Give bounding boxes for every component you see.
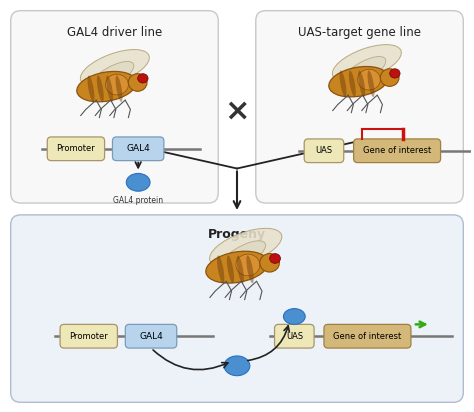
Text: GAL4 driver line: GAL4 driver line (67, 26, 162, 40)
Ellipse shape (106, 74, 128, 95)
Ellipse shape (329, 66, 388, 97)
Text: Gene of interest: Gene of interest (363, 146, 431, 155)
Ellipse shape (332, 44, 401, 82)
Ellipse shape (342, 56, 386, 86)
Ellipse shape (81, 49, 149, 87)
FancyBboxPatch shape (125, 324, 177, 348)
Ellipse shape (206, 251, 268, 283)
Text: Promoter: Promoter (69, 332, 108, 341)
Ellipse shape (349, 70, 356, 97)
Ellipse shape (90, 61, 134, 91)
Ellipse shape (210, 228, 282, 267)
Ellipse shape (357, 69, 380, 90)
Ellipse shape (367, 70, 374, 97)
Ellipse shape (283, 309, 305, 324)
Text: UAS-target gene line: UAS-target gene line (298, 26, 421, 40)
Text: Gene of interest: Gene of interest (333, 332, 401, 341)
Ellipse shape (246, 255, 254, 283)
FancyBboxPatch shape (11, 11, 218, 203)
FancyBboxPatch shape (47, 137, 105, 161)
Text: GAL4: GAL4 (126, 144, 150, 153)
FancyBboxPatch shape (324, 324, 411, 348)
Ellipse shape (380, 69, 399, 87)
Ellipse shape (260, 254, 279, 272)
Ellipse shape (390, 69, 400, 78)
FancyBboxPatch shape (274, 324, 314, 348)
Ellipse shape (137, 74, 148, 83)
FancyBboxPatch shape (112, 137, 164, 161)
Text: ×: × (224, 97, 250, 126)
FancyBboxPatch shape (304, 139, 344, 163)
Ellipse shape (237, 255, 244, 283)
Text: GAL4: GAL4 (139, 332, 163, 341)
Ellipse shape (126, 173, 150, 191)
Ellipse shape (116, 75, 122, 102)
Ellipse shape (217, 255, 224, 283)
Text: GAL4 protein: GAL4 protein (113, 196, 163, 205)
Text: UAS: UAS (315, 146, 333, 155)
FancyBboxPatch shape (60, 324, 118, 348)
Ellipse shape (219, 241, 265, 272)
Ellipse shape (97, 75, 104, 102)
Ellipse shape (224, 356, 250, 376)
Ellipse shape (88, 75, 94, 102)
Text: Progeny: Progeny (208, 228, 266, 241)
Ellipse shape (77, 71, 137, 102)
Ellipse shape (128, 74, 147, 91)
Ellipse shape (236, 254, 260, 276)
FancyBboxPatch shape (354, 139, 441, 163)
Ellipse shape (358, 70, 365, 97)
Ellipse shape (270, 254, 281, 263)
Ellipse shape (106, 75, 113, 102)
Ellipse shape (227, 255, 234, 283)
Ellipse shape (339, 70, 346, 97)
Text: Promoter: Promoter (56, 144, 95, 153)
FancyBboxPatch shape (256, 11, 463, 203)
FancyBboxPatch shape (11, 215, 463, 402)
Text: UAS: UAS (286, 332, 303, 341)
